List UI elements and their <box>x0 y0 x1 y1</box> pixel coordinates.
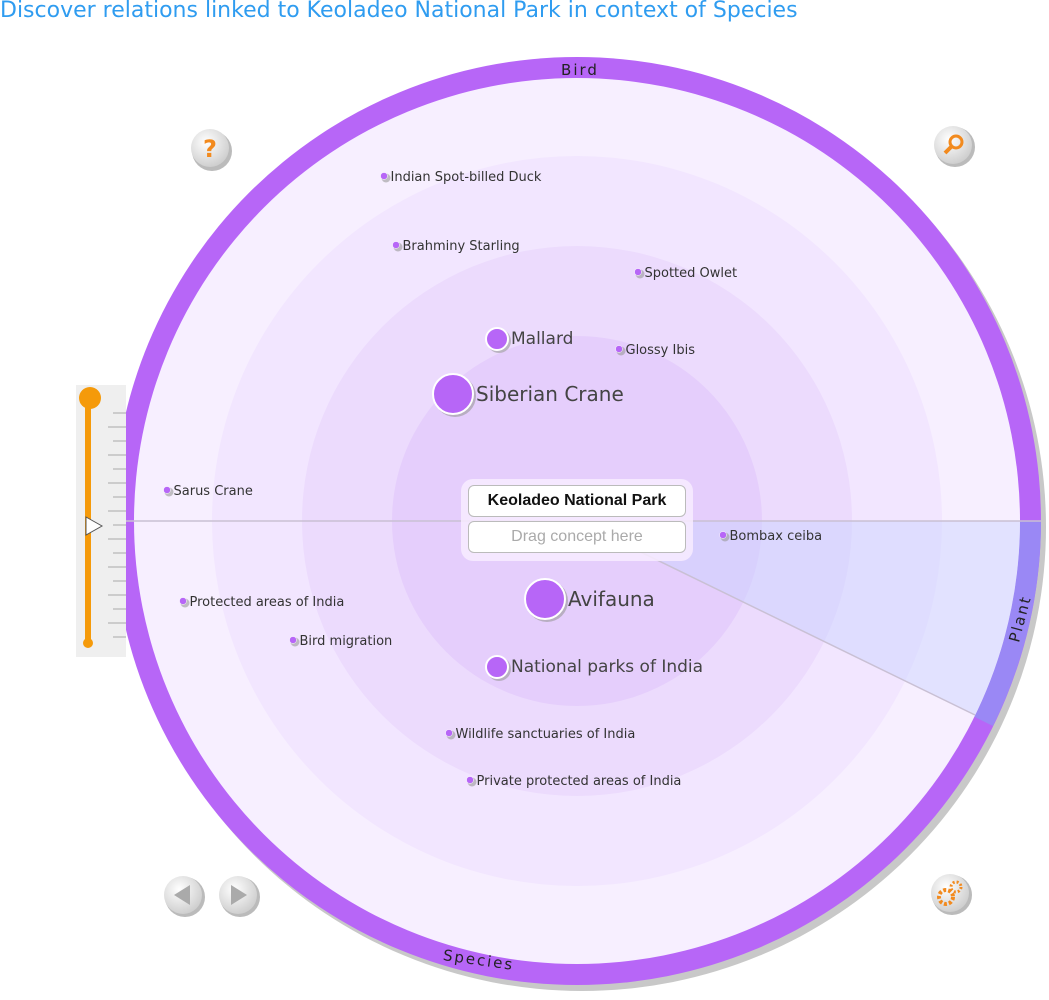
node-dot[interactable] <box>524 578 566 620</box>
node-label[interactable]: Sarus Crane <box>174 484 253 499</box>
node-dot[interactable] <box>289 636 297 644</box>
search-button[interactable] <box>934 126 975 167</box>
slider-bottom-knob[interactable] <box>83 638 93 648</box>
concept-node[interactable]: Mallard <box>485 327 573 353</box>
drop-concept-field[interactable]: Drag concept here <box>468 521 686 553</box>
next-button[interactable] <box>219 876 260 917</box>
node-label[interactable]: Siberian Crane <box>476 382 624 406</box>
node-dot[interactable] <box>485 655 509 679</box>
page-title: Discover relations linked to Keoladeo Na… <box>0 0 798 23</box>
node-dot[interactable] <box>432 373 474 415</box>
settings-button[interactable] <box>931 874 972 915</box>
node-dot[interactable] <box>445 729 453 737</box>
concept-node[interactable]: Bombax ceiba <box>719 529 823 544</box>
concept-node[interactable]: Glossy Ibis <box>615 343 696 358</box>
node-dot[interactable] <box>634 268 642 276</box>
search-icon <box>943 134 964 155</box>
center-concept[interactable]: Keoladeo National Park <box>468 485 686 517</box>
concept-node[interactable]: Wildlife sanctuaries of India <box>445 727 636 742</box>
concept-node[interactable]: Spotted Owlet <box>634 266 738 281</box>
concept-node[interactable]: Brahminy Starling <box>392 239 520 254</box>
node-label[interactable]: Indian Spot-billed Duck <box>391 170 542 185</box>
concept-node[interactable]: Private protected areas of India <box>466 774 682 789</box>
concept-node[interactable]: Indian Spot-billed Duck <box>380 170 542 185</box>
center-concept-panel: Keoladeo National Park Drag concept here <box>461 479 693 561</box>
node-label[interactable]: Spotted Owlet <box>645 266 738 281</box>
concept-node[interactable]: Bird migration <box>289 634 393 649</box>
node-dot[interactable] <box>179 597 187 605</box>
arrow-right-icon <box>231 885 247 905</box>
arrow-left-icon <box>174 885 190 905</box>
concept-node[interactable]: Protected areas of India <box>179 595 345 610</box>
node-label[interactable]: Bird migration <box>300 634 393 649</box>
node-dot[interactable] <box>615 345 623 353</box>
concept-node[interactable]: Sarus Crane <box>163 484 253 499</box>
node-dot[interactable] <box>466 776 474 784</box>
node-label[interactable]: Brahminy Starling <box>403 239 520 254</box>
node-label[interactable]: Bombax ceiba <box>730 529 823 544</box>
concept-node[interactable]: Avifauna <box>524 578 655 622</box>
concept-node[interactable]: Siberian Crane <box>432 373 624 417</box>
node-label[interactable]: Avifauna <box>568 587 655 611</box>
node-label[interactable]: Mallard <box>511 329 573 349</box>
help-icon: ? <box>203 135 217 163</box>
node-dot[interactable] <box>485 327 509 351</box>
node-dot[interactable] <box>163 486 171 494</box>
prev-button[interactable] <box>164 876 205 917</box>
slider-thumb[interactable] <box>85 516 104 536</box>
node-label[interactable]: National parks of India <box>511 657 703 677</box>
node-dot[interactable] <box>380 172 388 180</box>
node-dot[interactable] <box>392 241 400 249</box>
concept-node[interactable]: National parks of India <box>485 655 703 681</box>
slider-top-knob[interactable] <box>79 387 101 409</box>
node-label[interactable]: Protected areas of India <box>190 595 345 610</box>
ring-label-bird[interactable]: Bird <box>561 61 599 79</box>
node-dot[interactable] <box>719 531 727 539</box>
node-label[interactable]: Wildlife sanctuaries of India <box>456 727 636 742</box>
zoom-slider[interactable] <box>76 385 126 657</box>
help-button[interactable]: ? <box>191 129 232 171</box>
gear-icon <box>937 880 963 906</box>
plant-sector[interactable] <box>577 521 1020 715</box>
node-label[interactable]: Glossy Ibis <box>626 343 696 358</box>
node-label[interactable]: Private protected areas of India <box>477 774 682 789</box>
